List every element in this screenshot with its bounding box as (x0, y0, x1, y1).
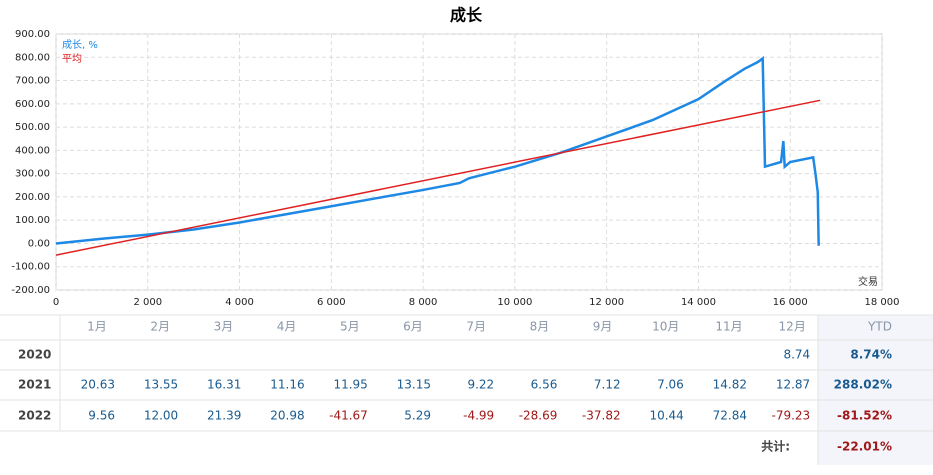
series-line (55, 55, 820, 246)
month-value: 11.16 (270, 378, 304, 392)
plot-frame (55, 33, 883, 291)
month-header: 11月 (715, 320, 742, 334)
x-tick-label: 2 000 (133, 297, 162, 308)
chart-title: 成长 (450, 6, 483, 25)
y-tick-label: 100.00 (15, 215, 50, 226)
month-value: -28.69 (519, 409, 558, 423)
x-tick-label: 18 000 (865, 297, 900, 308)
x-tick-label: 0 (53, 297, 59, 308)
ytd-header: YTD (867, 320, 892, 334)
y-tick-label: 800.00 (15, 52, 50, 63)
y-tick-label: 400.00 (15, 145, 50, 156)
month-value: -37.82 (582, 409, 621, 423)
x-tick-label: 16 000 (773, 297, 808, 308)
month-header: 10月 (652, 320, 679, 334)
y-tick-label: 500.00 (15, 122, 50, 133)
month-value: 7.06 (657, 378, 684, 392)
month-value: 20.63 (81, 378, 115, 392)
y-tick-label: 700.00 (15, 76, 50, 87)
y-tick-label: -100.00 (11, 262, 50, 273)
year-label: 2022 (18, 409, 51, 423)
month-header: 1月 (87, 320, 107, 334)
x-tick-label: 6 000 (317, 297, 346, 308)
month-value: 6.56 (531, 378, 558, 392)
year-label: 2020 (18, 348, 51, 362)
year-label: 2021 (18, 378, 51, 392)
month-header: 3月 (214, 320, 234, 334)
month-header: 12月 (779, 320, 806, 334)
month-header: 7月 (466, 320, 486, 334)
month-value: 11.95 (333, 378, 367, 392)
ytd-value: 8.74% (850, 348, 892, 362)
month-header: 5月 (340, 320, 360, 334)
month-value: -41.67 (329, 409, 368, 423)
series-line (55, 99, 821, 256)
x-tick-label: 10 000 (497, 297, 532, 308)
ytd-value: -81.52% (837, 409, 892, 423)
month-value: 21.39 (207, 409, 241, 423)
y-tick-label: 900.00 (15, 29, 50, 40)
month-value: 12.00 (144, 409, 178, 423)
month-header: 6月 (403, 320, 423, 334)
y-tick-label: 200.00 (15, 192, 50, 203)
x-tick-label: 4 000 (225, 297, 254, 308)
month-value: 13.15 (397, 378, 431, 392)
month-value: 12.87 (776, 378, 810, 392)
x-tick-label: 12 000 (589, 297, 624, 308)
month-header: 4月 (277, 320, 297, 334)
total-value: -22.01% (837, 440, 892, 454)
month-value: 13.55 (144, 378, 178, 392)
month-header: 2月 (150, 320, 170, 334)
month-value: 10.44 (649, 409, 683, 423)
month-value: 9.56 (88, 409, 115, 423)
month-value: 72.84 (713, 409, 747, 423)
total-label: 共计: (761, 439, 790, 454)
legend-label: 平均 (62, 53, 82, 65)
month-value: 8.74 (783, 348, 810, 362)
x-tick-label: 14 000 (681, 297, 716, 308)
month-header: 8月 (530, 320, 550, 334)
month-value: 20.98 (270, 409, 304, 423)
month-value: -79.23 (772, 409, 811, 423)
y-tick-label: 300.00 (15, 169, 50, 180)
x-axis-label: 交易 (858, 275, 878, 288)
y-tick-label: -200.00 (11, 285, 50, 296)
month-value: 5.29 (404, 409, 431, 423)
month-value: 16.31 (207, 378, 241, 392)
month-value: 14.82 (713, 378, 747, 392)
ytd-value: 288.02% (834, 378, 892, 392)
month-header: 9月 (593, 320, 613, 334)
legend-label: 成长, % (62, 39, 98, 51)
x-tick-label: 8 000 (409, 297, 438, 308)
y-tick-label: 600.00 (15, 99, 50, 110)
month-value: -4.99 (463, 409, 494, 423)
y-tick-label: 0.00 (28, 238, 50, 249)
month-value: 9.22 (467, 378, 494, 392)
month-value: 7.12 (594, 378, 621, 392)
